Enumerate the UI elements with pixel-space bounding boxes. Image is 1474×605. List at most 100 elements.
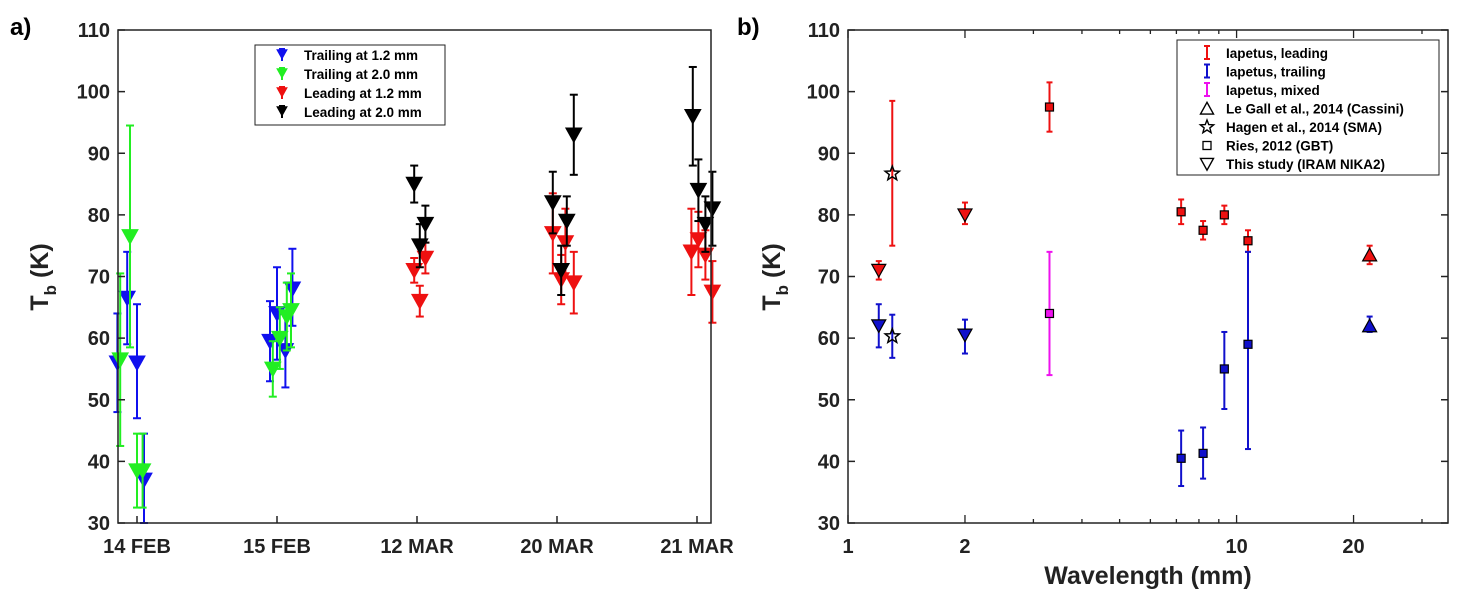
panel-a-y-tick-label: 100 xyxy=(77,82,110,104)
panel-a-ylabel-sub: b xyxy=(41,285,60,295)
data-point-leading-star xyxy=(883,99,902,247)
data-point-marker xyxy=(689,232,708,249)
data-point-marker xyxy=(543,195,562,212)
data-point-marker xyxy=(1198,225,1208,235)
data-point-marker xyxy=(552,263,571,279)
data-point-marker xyxy=(410,293,429,310)
data-point-marker xyxy=(870,319,887,334)
panel-b-ylabel-unit: (K) xyxy=(758,243,786,285)
panel-b-x-tick-label: 1 xyxy=(842,536,853,558)
data-point-trailing-square xyxy=(1243,250,1253,451)
data-point-marker xyxy=(689,182,708,199)
data-point-marker xyxy=(1361,247,1378,262)
data-point-marker xyxy=(703,201,722,218)
legend-swatch-marker xyxy=(276,106,288,117)
legend-entry-label: Trailing at 1.2 mm xyxy=(304,48,418,63)
data-point-marker xyxy=(557,213,576,230)
data-point-marker xyxy=(416,216,435,233)
legend-swatch-marker xyxy=(1202,140,1212,151)
panel-a-y-tick-label: 110 xyxy=(78,20,110,42)
data-point-leading-square xyxy=(1219,204,1229,226)
data-point-error-bar xyxy=(1245,250,1252,451)
data-point-trailing-square xyxy=(1176,429,1186,488)
legend-entry-label: Trailing at 2.0 mm xyxy=(304,67,418,82)
data-point-marker xyxy=(282,303,300,320)
series-trailing-at-1-2-mm xyxy=(108,247,302,524)
legend-entry-label: Hagen et al., 2014 (SMA) xyxy=(1226,120,1382,135)
panel-b-y-tick-label: 40 xyxy=(818,451,840,473)
data-point-marker xyxy=(118,290,137,307)
panel-b-ylabel-sub: b xyxy=(773,285,792,295)
legend-entry-label: Iapetus, mixed xyxy=(1226,83,1320,98)
data-point-marker xyxy=(111,352,130,369)
data-point-leading-square xyxy=(1198,220,1208,241)
legend-swatch-marker xyxy=(276,87,288,98)
data-point-marker xyxy=(683,108,702,125)
panel-b-y-tick-label: 80 xyxy=(818,205,840,227)
legend-entry-label: Leading at 2.0 mm xyxy=(304,105,422,120)
data-point-trailing-triangle-down xyxy=(870,303,887,349)
legend-entry-label: Leading at 1.2 mm xyxy=(304,86,422,101)
panel-a-x-tick-label: 15 FEB xyxy=(243,536,311,558)
data-point-error-bar xyxy=(889,99,896,247)
data-point-trailing-triangle-up xyxy=(1361,315,1378,333)
data-point-marker xyxy=(956,208,973,223)
data-point-mixed-square xyxy=(1044,250,1055,377)
legend-swatch-marker xyxy=(276,49,288,60)
panel-a-label: a) xyxy=(10,14,31,41)
data-point-marker xyxy=(1044,102,1055,112)
legend-entry-label: Iapetus, leading xyxy=(1226,46,1328,61)
data-point-marker xyxy=(1198,448,1208,458)
panel-b-x-axis-label: Wavelength (mm) xyxy=(1044,562,1251,590)
panel-b-legend-box xyxy=(1176,39,1440,176)
data-point-marker xyxy=(1219,364,1229,374)
legend-entry-label: Iapetus, trailing xyxy=(1226,65,1326,80)
data-point-marker xyxy=(564,275,583,292)
panel-b-y-tick-label: 90 xyxy=(818,143,840,165)
panel-a-y-tick-label: 40 xyxy=(88,451,110,473)
panel-a-data-layer xyxy=(108,65,722,524)
legend-swatch-marker xyxy=(276,68,288,79)
data-point-leading-triangle-up xyxy=(1361,244,1378,266)
data-point-marker xyxy=(703,284,722,301)
data-point-marker xyxy=(564,127,583,144)
panel-b-ylabel-main: T xyxy=(758,295,786,310)
data-point-marker xyxy=(1243,236,1253,246)
panel-b-x-tick-label: 2 xyxy=(959,536,970,558)
data-point-error-bar xyxy=(889,313,896,359)
panel-b-data-layer xyxy=(870,81,1378,488)
data-point-trailing-square xyxy=(1198,426,1208,480)
panel-a-legend: Trailing at 1.2 mm Trailing at 2.0 mm Lead… xyxy=(254,44,446,126)
data-point-marker xyxy=(682,244,701,261)
panel-b-x-tick-label: 10 xyxy=(1225,536,1247,558)
data-point-marker xyxy=(416,250,435,267)
data-point-marker xyxy=(696,216,715,233)
panel-a-chart: a) 30 40 50 60 70 80 90 100 110 14 FEB 15 FEB 12 MA… xyxy=(10,14,734,558)
data-point-leading-square xyxy=(1176,198,1186,226)
data-point-marker xyxy=(283,281,302,298)
data-point-leading-square xyxy=(1044,81,1055,133)
series-leading-at-2-0-mm xyxy=(405,65,722,296)
data-point-leading-square xyxy=(1243,229,1253,253)
series-trailing-at-2-0-mm xyxy=(111,124,300,509)
data-point-marker xyxy=(1044,308,1055,319)
data-point-marker xyxy=(405,176,424,193)
data-point-marker xyxy=(1219,210,1229,220)
panel-a-legend-box xyxy=(254,44,446,126)
legend-swatch-marker xyxy=(1199,100,1215,115)
legend-entry-label: This study (IRAM NIKA2) xyxy=(1226,157,1385,172)
panel-b-y-tick-label: 100 xyxy=(807,82,840,104)
panel-b-legend: Iapetus, leading Iapetus, trailing Iapetus… xyxy=(1176,39,1440,176)
panel-a-y-tick-label: 80 xyxy=(88,205,110,227)
data-point-marker xyxy=(883,163,902,182)
panel-a-ylabel-unit: (K) xyxy=(26,243,54,285)
panel-a-y-tick-label: 50 xyxy=(88,390,110,412)
data-point-marker xyxy=(1176,207,1186,217)
data-point-leading-triangle-down xyxy=(870,260,887,281)
legend-swatch-marker xyxy=(1198,118,1216,135)
data-point-marker xyxy=(556,235,575,252)
data-point-marker xyxy=(956,328,973,343)
panel-b-y-axis-label: Tb (K) xyxy=(758,243,792,310)
panel-b-y-tick-label: 110 xyxy=(808,20,840,42)
